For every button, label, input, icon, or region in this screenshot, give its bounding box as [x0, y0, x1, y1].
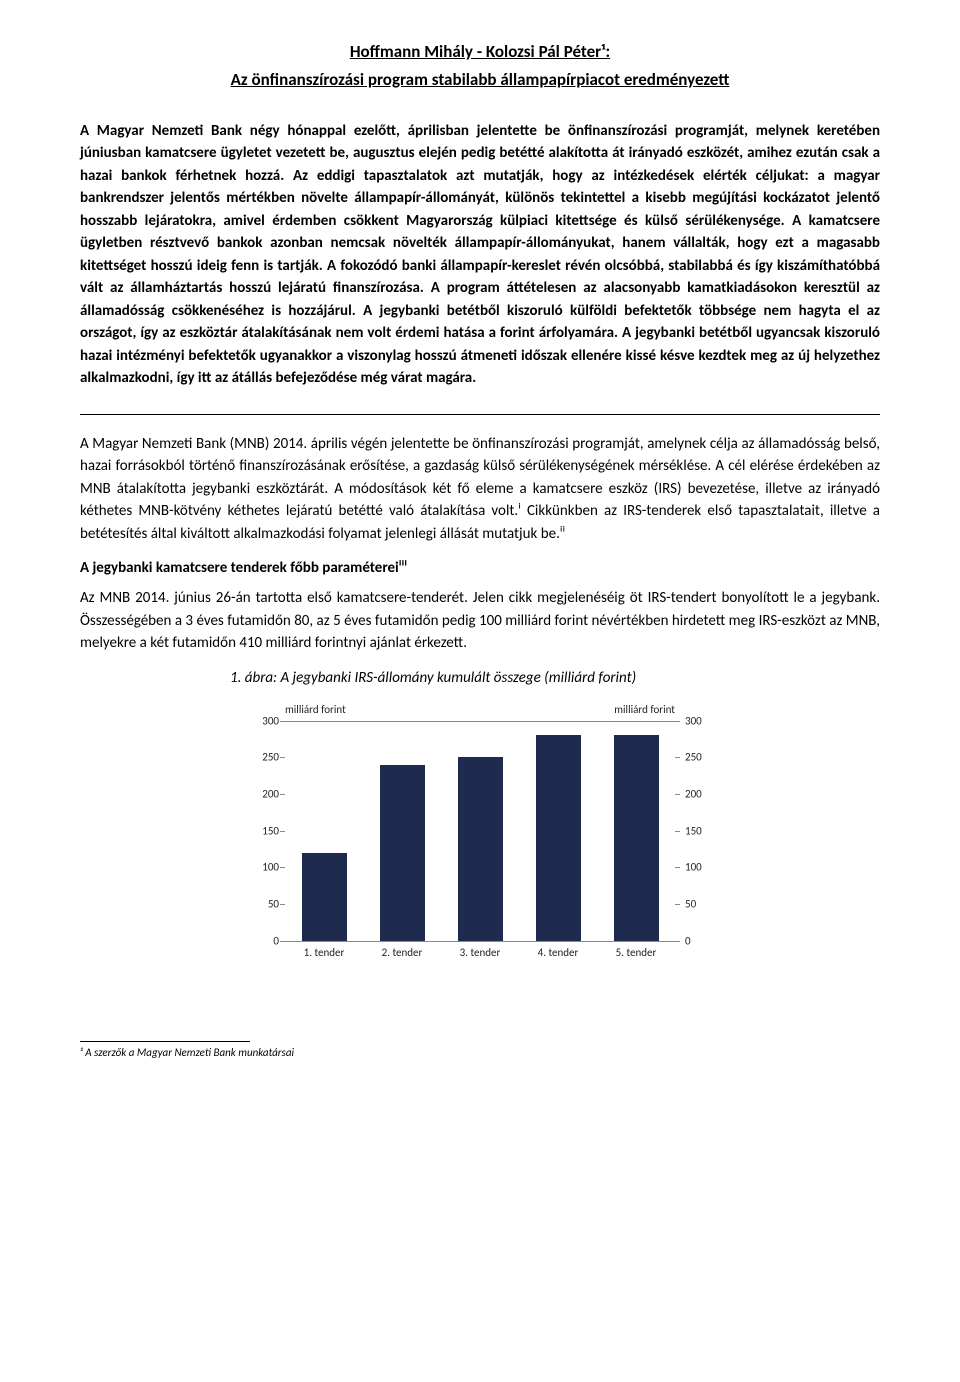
- x-tick-label: 3. tender: [441, 946, 519, 959]
- y-tick-left: [280, 941, 285, 942]
- y-tick-label-left: 100: [231, 861, 279, 874]
- y-tick-right: [675, 904, 680, 905]
- lead-paragraph: A Magyar Nemzeti Bank négy hónappal ezel…: [80, 120, 880, 390]
- x-tick-label: 4. tender: [519, 946, 597, 959]
- y-tick-right: [675, 721, 680, 722]
- footnote-separator: [80, 1041, 250, 1042]
- y-tick-label-right: 100: [685, 861, 733, 874]
- x-tick-label: 1. tender: [285, 946, 363, 959]
- y-tick-label-left: 250: [231, 751, 279, 764]
- y-tick-label-right: 150: [685, 824, 733, 837]
- section-separator: [80, 414, 880, 415]
- y-tick-label-left: 50: [231, 897, 279, 910]
- subheading-1: A jegybanki kamatcsere tenderek főbb par…: [80, 559, 880, 577]
- body-paragraph-1: A Magyar Nemzeti Bank (MNB) 2014. áprili…: [80, 433, 880, 546]
- y-axis-title-right: milliárd forint: [614, 703, 675, 716]
- irs-bar-chart: milliárd forint milliárd forint 0 0 50 50 10…: [225, 691, 735, 981]
- chart-bar: [614, 735, 659, 940]
- footnote-text: ¹ A szerzők a Magyar Nemzeti Bank munkat…: [80, 1046, 880, 1059]
- body-paragraph-2: Az MNB 2014. június 26-án tartotta első …: [80, 587, 880, 655]
- y-tick-right: [675, 757, 680, 758]
- y-tick-label-right: 0: [685, 934, 733, 947]
- y-tick-label-right: 200: [685, 787, 733, 800]
- y-tick-left: [280, 904, 285, 905]
- y-tick-label-left: 200: [231, 787, 279, 800]
- y-tick-left: [280, 867, 285, 868]
- chart-bar: [380, 765, 425, 941]
- y-tick-left: [280, 831, 285, 832]
- chart-bar: [302, 853, 347, 941]
- y-tick-right: [675, 831, 680, 832]
- document-subtitle-line: Az önfinanszírozási program stabilabb ál…: [80, 68, 880, 92]
- y-tick-label-left: 0: [231, 934, 279, 947]
- y-tick-label-left: 150: [231, 824, 279, 837]
- y-tick-label-right: 50: [685, 897, 733, 910]
- chart-bar: [458, 757, 503, 940]
- y-tick-right: [675, 941, 680, 942]
- plot-border-top: [285, 721, 675, 722]
- plot-border-bottom: [285, 941, 675, 942]
- y-tick-left: [280, 721, 285, 722]
- document-title-line: Hoffmann Mihály - Kolozsi Pál Péter¹:: [80, 40, 880, 64]
- chart-bar: [536, 735, 581, 940]
- y-tick-left: [280, 794, 285, 795]
- y-tick-label-right: 300: [685, 714, 733, 727]
- y-tick-label-left: 300: [231, 714, 279, 727]
- y-tick-right: [675, 794, 680, 795]
- figure-caption-1: 1. ábra: A jegybanki IRS-állomány kumulá…: [230, 669, 880, 687]
- x-tick-label: 5. tender: [597, 946, 675, 959]
- y-axis-title-left: milliárd forint: [285, 703, 346, 716]
- y-tick-label-right: 250: [685, 751, 733, 764]
- y-tick-left: [280, 757, 285, 758]
- x-tick-label: 2. tender: [363, 946, 441, 959]
- y-tick-right: [675, 867, 680, 868]
